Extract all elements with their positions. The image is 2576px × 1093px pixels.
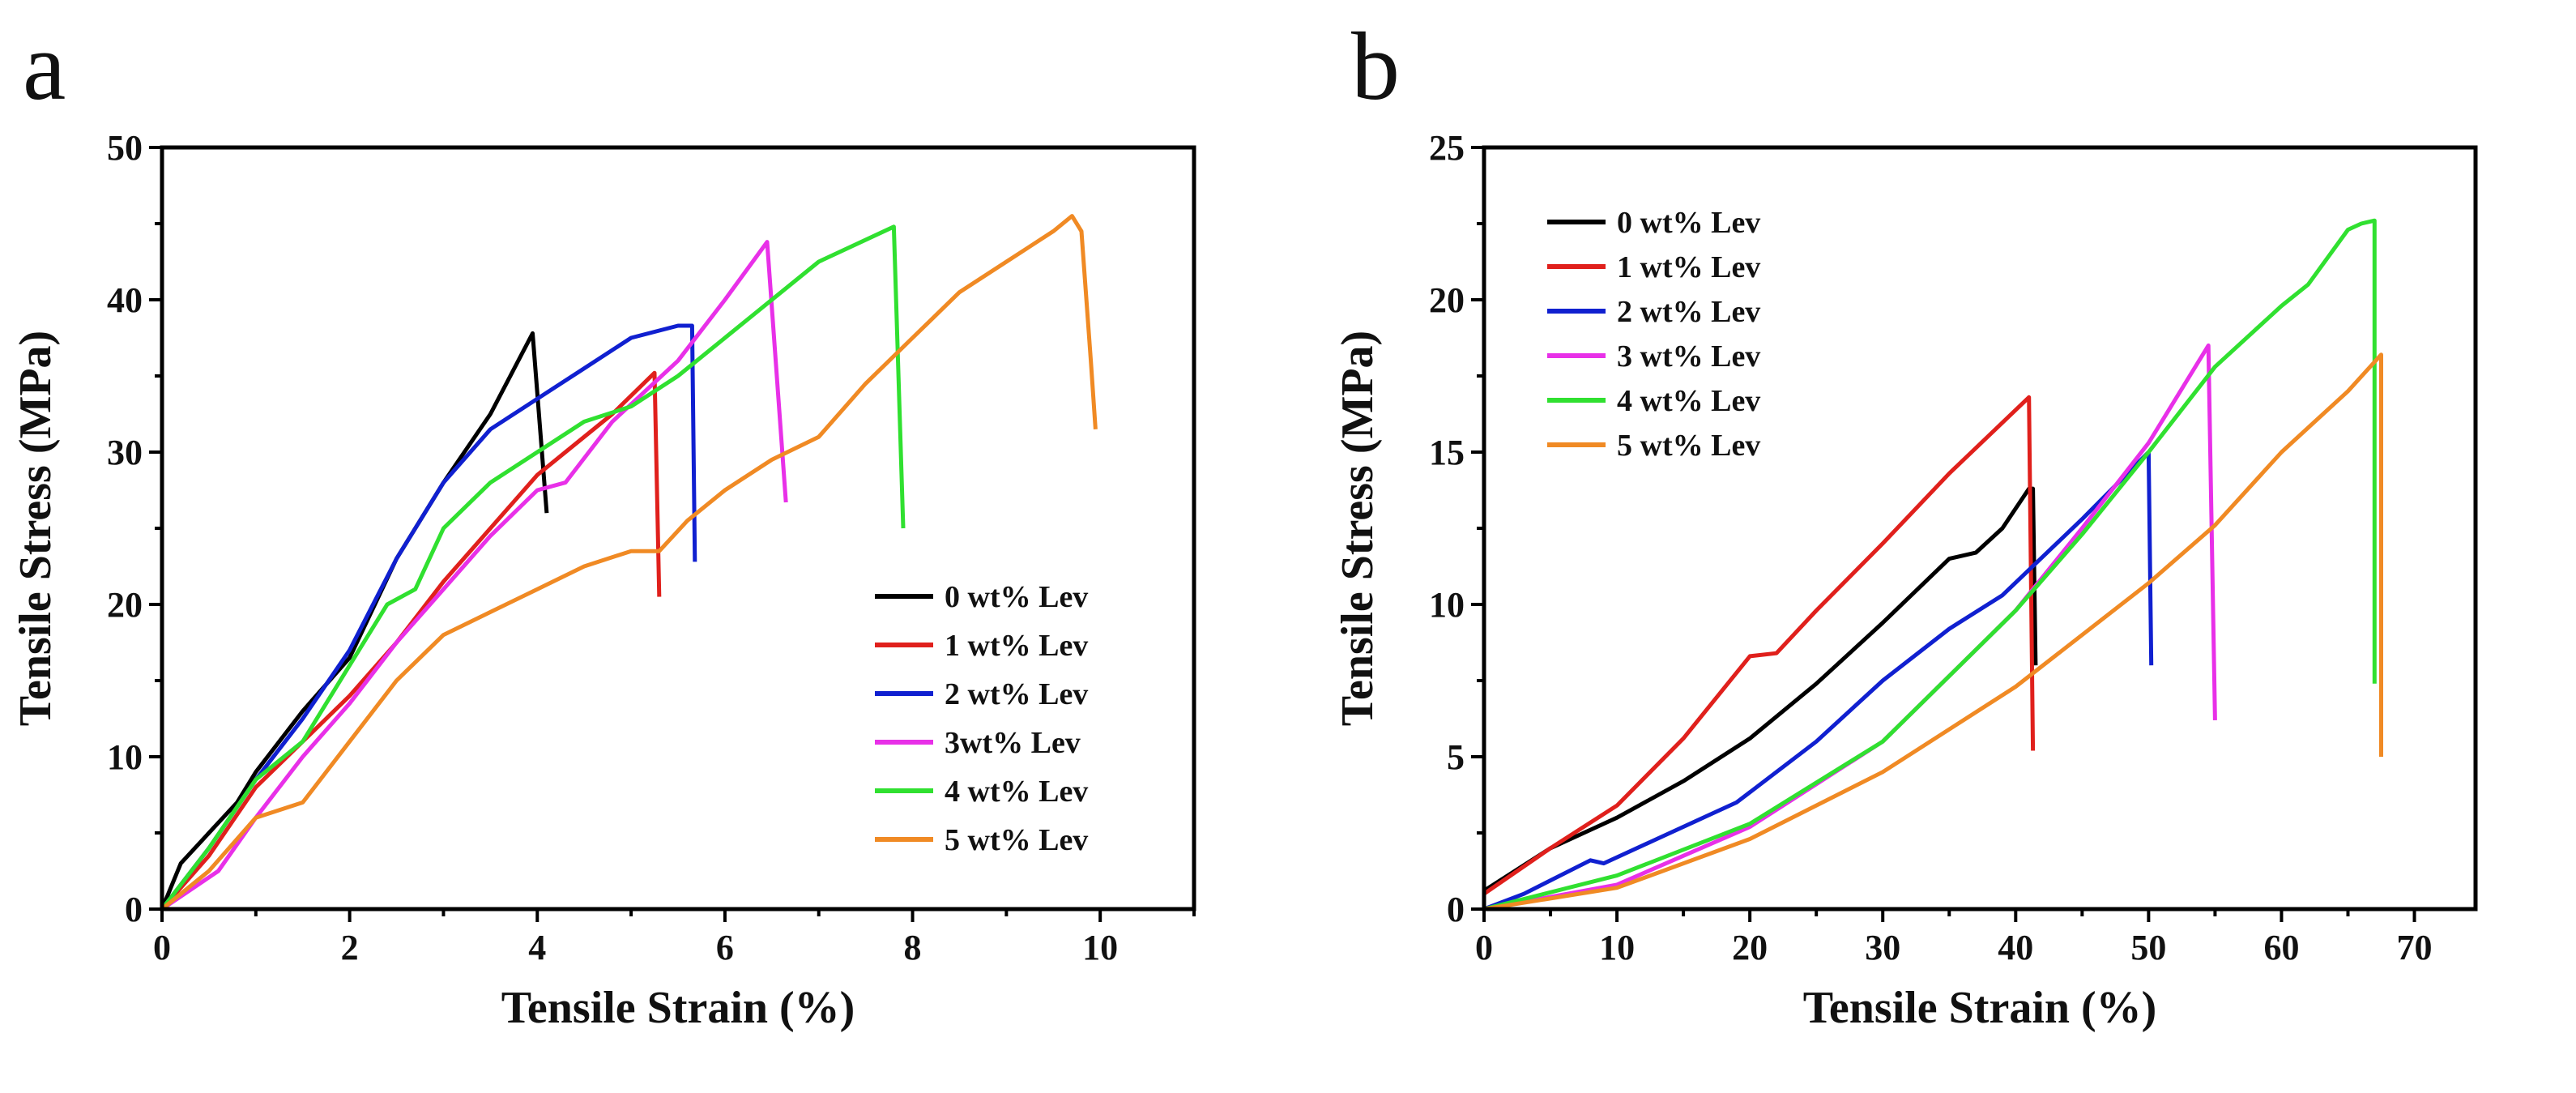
panel-letter: a	[23, 12, 66, 120]
y-axis-label: Tensile Stress (MPa)	[1333, 331, 1383, 726]
y-tick-label: 50	[107, 128, 143, 168]
series-line-5	[160, 214, 1098, 911]
panel-b: b 0 10 20 30 40 50 60 70 0 5 10 15 20 25 Tensile Strain…	[1333, 12, 2478, 1033]
x-tick-label: 0	[153, 928, 171, 967]
x-tick-label: 2	[341, 928, 359, 967]
x-axis-label: Tensile Strain (%)	[1803, 983, 2157, 1033]
x-tick-label: 10	[1082, 928, 1118, 967]
x-tick-label: 60	[2263, 928, 2299, 967]
y-tick-label: 30	[107, 433, 143, 472]
series-line-2	[1483, 450, 2154, 912]
y-tick-label: 15	[1429, 433, 1465, 472]
y-tick-label: 25	[1429, 128, 1465, 168]
x-tick-label: 6	[716, 928, 734, 967]
x-tick-label: 20	[1732, 928, 1768, 967]
series-line-3	[1483, 343, 2217, 912]
legend-label: 4 wt% Lev	[1617, 384, 1760, 418]
plot-frame	[160, 145, 1196, 912]
plot-frame	[1482, 145, 2478, 912]
series-line-4	[160, 224, 906, 911]
legend-label: 5 wt% Lev	[945, 823, 1088, 857]
panel-a: a 0 2 4 6 8 10 0 10 20 30 40 50 Tensile Strain (%) Ten…	[11, 12, 1196, 1033]
series-line-3	[160, 240, 788, 912]
panel-letter: b	[1351, 12, 1400, 120]
legend-label: 0 wt% Lev	[1617, 206, 1760, 240]
x-tick-label: 30	[1865, 928, 1900, 967]
series-line-2	[160, 323, 697, 911]
y-tick-label: 10	[1429, 585, 1465, 625]
legend-label: 0 wt% Lev	[945, 580, 1088, 614]
y-tick-label: 0	[125, 890, 143, 929]
y-tick-label: 10	[107, 737, 143, 777]
y-tick-label: 0	[1447, 890, 1465, 929]
legend-label: 1 wt% Lev	[1617, 250, 1760, 284]
series-line-0	[160, 331, 549, 910]
legend-label: 2 wt% Lev	[945, 677, 1088, 711]
legend-label: 2 wt% Lev	[1617, 295, 1760, 329]
legend-label: 3 wt% Lev	[1617, 339, 1760, 374]
y-tick-label: 40	[107, 280, 143, 320]
y-tick-label: 20	[107, 585, 143, 625]
x-tick-label: 0	[1475, 928, 1493, 967]
series-line-5	[1483, 352, 2383, 912]
series-line-1	[1482, 395, 2036, 896]
x-axis-label: Tensile Strain (%)	[501, 983, 855, 1033]
legend-label: 4 wt% Lev	[945, 775, 1088, 809]
legend-label: 5 wt% Lev	[1617, 429, 1760, 463]
series-line-4	[1483, 218, 2377, 912]
series-line-1	[160, 370, 662, 911]
x-tick-label: 10	[1599, 928, 1635, 967]
legend-label: 3wt% Lev	[945, 726, 1081, 760]
x-tick-label: 4	[528, 928, 546, 967]
x-tick-label: 50	[2130, 928, 2166, 967]
legend-label: 1 wt% Lev	[945, 629, 1088, 663]
x-tick-label: 8	[904, 928, 922, 967]
x-tick-label: 40	[1998, 928, 2033, 967]
y-axis-label: Tensile Stress (MPa)	[11, 331, 61, 726]
y-tick-label: 20	[1429, 280, 1465, 320]
x-tick-label: 70	[2397, 928, 2433, 967]
series-line-0	[1482, 486, 2038, 893]
y-tick-label: 5	[1447, 737, 1465, 777]
